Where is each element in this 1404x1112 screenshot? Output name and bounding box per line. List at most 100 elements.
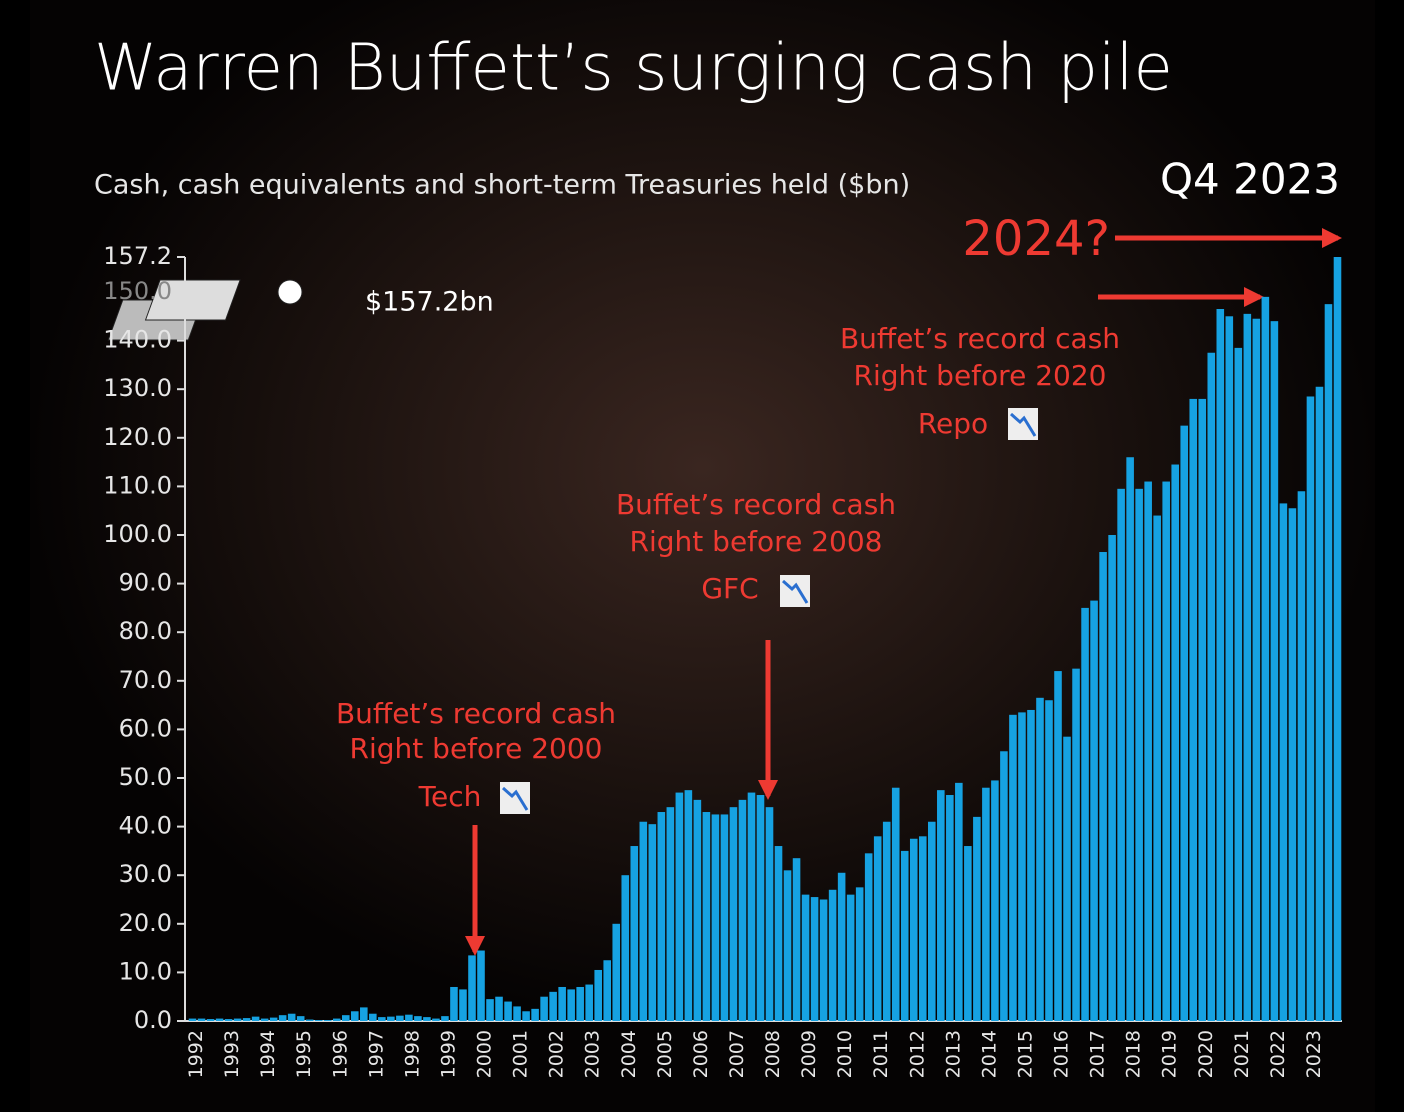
x-tick-label: 2009 xyxy=(798,1030,820,1078)
y-tick-label: 140.0 xyxy=(103,326,172,354)
annotation: Right before 2020 xyxy=(854,359,1107,392)
bar xyxy=(1234,347,1243,1022)
y-tick-label: 130.0 xyxy=(103,374,172,402)
bar xyxy=(387,1016,395,1021)
bar xyxy=(630,846,639,1021)
bar xyxy=(576,986,584,1021)
annotation: Buffet’s record cash xyxy=(336,697,616,730)
x-tick-label: 1999 xyxy=(437,1030,459,1078)
bar xyxy=(314,1020,323,1021)
bar xyxy=(567,989,575,1021)
x-tick-label: 2022 xyxy=(1267,1030,1289,1078)
bar xyxy=(738,799,747,1021)
bar xyxy=(423,1017,431,1021)
y-tick-label: 30.0 xyxy=(119,860,172,888)
bar xyxy=(351,1011,359,1021)
bar xyxy=(973,816,981,1021)
bar xyxy=(206,1019,215,1021)
bar xyxy=(405,1014,413,1021)
bar xyxy=(278,1015,287,1021)
bar xyxy=(648,824,657,1021)
x-tick-label: 2013 xyxy=(942,1030,964,1078)
bar xyxy=(287,1013,296,1021)
bar xyxy=(495,996,503,1021)
bar xyxy=(215,1018,224,1021)
annotation: Tech xyxy=(418,780,482,813)
bar xyxy=(522,1011,530,1021)
bar xyxy=(1099,552,1107,1021)
bar xyxy=(1216,309,1225,1021)
bar xyxy=(1225,316,1234,1022)
y-tick-label: 70.0 xyxy=(119,666,172,694)
bar xyxy=(1252,318,1261,1021)
bar xyxy=(378,1017,386,1021)
x-tick-label: 2015 xyxy=(1014,1030,1036,1078)
bar xyxy=(891,787,900,1021)
bar xyxy=(612,923,621,1021)
x-tick-label: 2012 xyxy=(906,1030,928,1078)
bar xyxy=(937,790,945,1021)
bar xyxy=(432,1018,440,1021)
bar xyxy=(982,787,990,1021)
bar xyxy=(855,887,864,1021)
x-tick-label: 2005 xyxy=(654,1030,676,1078)
x-tick-label: 1993 xyxy=(221,1030,243,1078)
bar xyxy=(1090,600,1098,1021)
bar xyxy=(450,986,458,1021)
bar xyxy=(1270,321,1279,1021)
bar xyxy=(1036,697,1044,1021)
y-tick-label: 40.0 xyxy=(119,812,172,840)
bar xyxy=(928,821,936,1021)
y-tick-label: 90.0 xyxy=(119,569,172,597)
y-tick-label: 50.0 xyxy=(119,763,172,791)
x-tick-label: 2006 xyxy=(690,1030,712,1078)
y-tick-label: 20.0 xyxy=(119,909,172,937)
bar xyxy=(909,838,918,1021)
bar xyxy=(711,814,720,1021)
bar xyxy=(585,984,593,1021)
annotation: Buffet’s record cash xyxy=(616,488,896,521)
bar xyxy=(323,1020,332,1021)
x-tick-label: 2014 xyxy=(978,1030,1000,1078)
bar xyxy=(468,955,476,1021)
bar xyxy=(531,1008,539,1021)
x-tick-label: 2007 xyxy=(726,1030,748,1078)
bar xyxy=(964,846,972,1021)
x-tick-label: 2018 xyxy=(1123,1030,1145,1078)
bar xyxy=(332,1018,341,1021)
x-tick-label: 2016 xyxy=(1051,1030,1073,1078)
bar xyxy=(946,795,954,1021)
bar xyxy=(684,790,693,1021)
bar xyxy=(549,991,557,1021)
bar xyxy=(224,1019,233,1021)
bar xyxy=(621,875,630,1021)
x-tick-label: 2008 xyxy=(762,1030,784,1078)
bar xyxy=(846,894,855,1021)
annotation: $157.2bn xyxy=(365,287,494,318)
y-tick-label: 100.0 xyxy=(103,520,172,548)
bar xyxy=(1126,457,1134,1021)
bar xyxy=(955,782,963,1021)
bar xyxy=(1027,709,1035,1021)
bar xyxy=(513,1006,521,1021)
bar xyxy=(441,1016,449,1021)
chart-icons xyxy=(500,408,1038,814)
bar xyxy=(1081,607,1089,1021)
x-tick-label: 1997 xyxy=(365,1030,387,1078)
bar xyxy=(260,1018,269,1021)
bar xyxy=(756,795,765,1021)
bar xyxy=(1117,488,1125,1021)
bar xyxy=(693,799,702,1021)
bar xyxy=(1207,352,1216,1021)
bar xyxy=(639,821,648,1021)
bar xyxy=(242,1018,251,1021)
y-tick-label: 120.0 xyxy=(103,423,172,451)
bar xyxy=(1153,515,1161,1021)
bar xyxy=(459,989,467,1021)
bar xyxy=(747,792,756,1021)
bar xyxy=(1054,671,1062,1021)
x-tick-label: 2017 xyxy=(1087,1030,1109,1078)
bar xyxy=(1261,296,1270,1021)
bar xyxy=(1198,398,1207,1022)
